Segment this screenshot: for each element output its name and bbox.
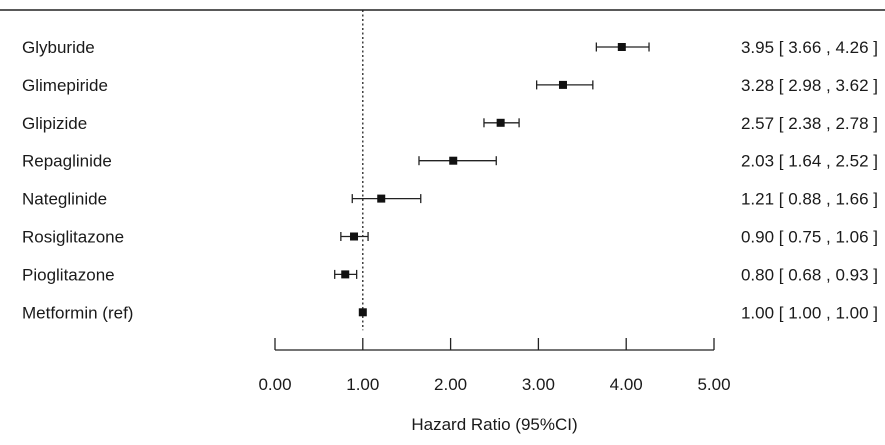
point-estimate <box>377 194 386 203</box>
row-label: Glyburide <box>22 38 95 57</box>
x-tick-label: 3.00 <box>522 375 555 394</box>
ci-text: 1.00 [ 1.00 , 1.00 ] <box>741 303 878 322</box>
point-estimate <box>341 270 350 279</box>
point-estimate <box>358 308 367 317</box>
ci-text: 1.21 [ 0.88 , 1.66 ] <box>741 190 878 209</box>
x-axis-label: Hazard Ratio (95%CI) <box>411 415 577 434</box>
forest-row: Rosiglitazone 0.90 [ 0.75 , 1.06 ] <box>22 228 878 247</box>
forest-row: Glyburide 3.95 [ 3.66 , 4.26 ] <box>22 38 878 57</box>
point-estimate <box>496 118 505 127</box>
ci-text: 3.95 [ 3.66 , 4.26 ] <box>741 38 878 57</box>
ci-text: 3.28 [ 2.98 , 3.62 ] <box>741 76 878 95</box>
row-label: Nateglinide <box>22 190 107 209</box>
point-estimate <box>449 156 458 165</box>
x-tick-label: 0.00 <box>258 375 291 394</box>
ci-text: 0.90 [ 0.75 , 1.06 ] <box>741 228 878 247</box>
row-label: Metformin (ref) <box>22 303 133 322</box>
row-label: Pioglitazone <box>22 265 115 284</box>
row-label: Rosiglitazone <box>22 228 124 247</box>
row-label: Repaglinide <box>22 152 112 171</box>
row-label: Glipizide <box>22 114 87 133</box>
x-tick-label: 5.00 <box>697 375 730 394</box>
x-tick-label: 4.00 <box>610 375 643 394</box>
point-estimate <box>350 232 359 241</box>
forest-row: Glipizide 2.57 [ 2.38 , 2.78 ] <box>22 114 878 133</box>
x-tick-label: 2.00 <box>434 375 467 394</box>
row-label: Glimepiride <box>22 76 108 95</box>
x-tick-label: 1.00 <box>346 375 379 394</box>
forest-row: Pioglitazone 0.80 [ 0.68 , 0.93 ] <box>22 265 878 284</box>
forest-row: Nateglinide 1.21 [ 0.88 , 1.66 ] <box>22 190 878 209</box>
forest-row: Glimepiride 3.28 [ 2.98 , 3.62 ] <box>22 76 878 95</box>
point-estimate <box>617 43 626 51</box>
forest-rows: Glyburide 3.95 [ 3.66 , 4.26 ] Glimepiride… <box>22 38 878 322</box>
x-axis: 0.00 1.00 2.00 3.00 4.00 5.00 <box>258 338 731 394</box>
point-estimate <box>558 80 567 89</box>
ci-text: 0.80 [ 0.68 , 0.93 ] <box>741 265 878 284</box>
forest-row: Repaglinide 2.03 [ 1.64 , 2.52 ] <box>22 152 878 171</box>
ci-text: 2.57 [ 2.38 , 2.78 ] <box>741 114 878 133</box>
forest-row: Metformin (ref) 1.00 [ 1.00 , 1.00 ] <box>22 303 878 322</box>
ci-text: 2.03 [ 1.64 , 2.52 ] <box>741 152 878 171</box>
